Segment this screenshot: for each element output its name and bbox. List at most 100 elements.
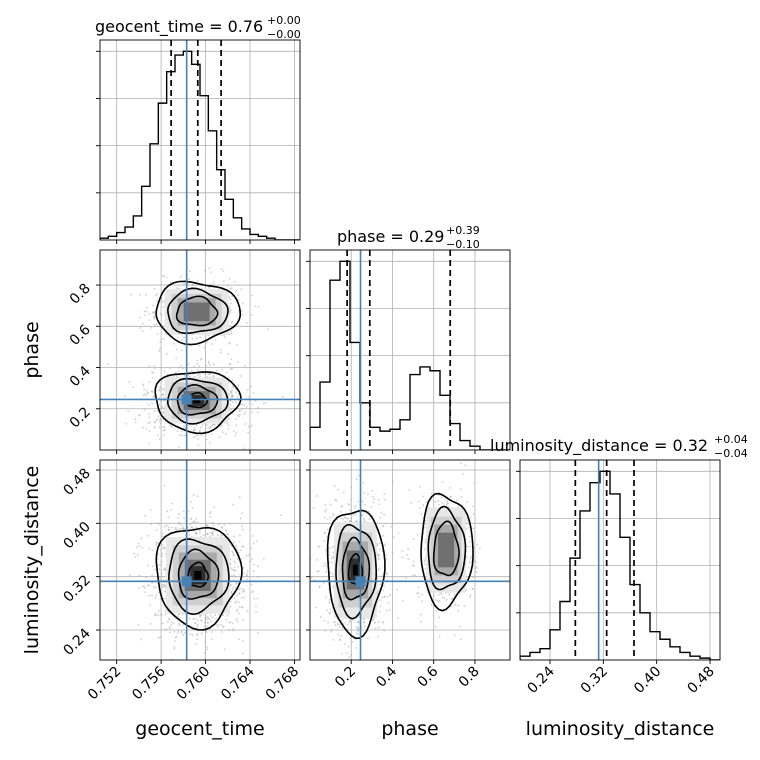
scatter-point bbox=[383, 584, 385, 587]
scatter-point bbox=[240, 288, 243, 291]
scatter-point bbox=[212, 375, 215, 378]
scatter-point bbox=[363, 621, 366, 624]
scatter-point bbox=[469, 557, 472, 560]
scatter-point bbox=[223, 334, 225, 337]
scatter-point bbox=[434, 626, 437, 628]
scatter-point bbox=[349, 508, 352, 511]
scatter-point bbox=[424, 541, 427, 544]
scatter-point bbox=[250, 547, 252, 550]
scatter-point bbox=[337, 622, 339, 625]
scatter-point bbox=[180, 365, 183, 367]
scatter-point bbox=[208, 442, 211, 445]
scatter-point bbox=[423, 560, 426, 563]
scatter-point bbox=[349, 498, 352, 501]
scatter-point bbox=[466, 501, 469, 504]
scatter-point bbox=[184, 434, 186, 437]
scatter-point bbox=[182, 426, 185, 429]
scatter-point bbox=[196, 619, 199, 622]
scatter-point bbox=[344, 643, 346, 646]
scatter-point bbox=[249, 385, 252, 388]
scatter-point bbox=[377, 568, 380, 571]
scatter-point bbox=[198, 529, 201, 532]
scatter-point bbox=[385, 663, 387, 665]
scatter-point bbox=[201, 423, 204, 426]
scatter-point bbox=[149, 603, 152, 606]
scatter-point bbox=[473, 546, 476, 549]
scatter-point bbox=[362, 518, 365, 520]
scatter-point bbox=[160, 549, 163, 552]
scatter-point bbox=[204, 658, 207, 660]
scatter-point bbox=[419, 485, 421, 488]
scatter-point bbox=[340, 517, 343, 520]
scatter-point bbox=[401, 549, 404, 552]
scatter-point bbox=[153, 287, 156, 290]
scatter-point bbox=[306, 569, 308, 571]
scatter-point bbox=[230, 330, 233, 332]
title-geocent-time-minus: −0.00 bbox=[267, 28, 301, 41]
scatter-point bbox=[464, 464, 467, 467]
scatter-point bbox=[355, 513, 357, 516]
scatter-point bbox=[243, 590, 245, 593]
ylabel-phase: phase bbox=[21, 321, 43, 378]
scatter-point bbox=[218, 613, 220, 616]
contour-level bbox=[341, 536, 371, 601]
scatter-point bbox=[232, 535, 235, 538]
scatter-point bbox=[238, 496, 241, 499]
scatter-point bbox=[152, 304, 154, 307]
scatter-point bbox=[159, 598, 162, 601]
scatter-point bbox=[161, 544, 164, 546]
scatter-point bbox=[220, 534, 223, 537]
scatter-point bbox=[410, 501, 413, 504]
y-tick-label-phase: 0.8 bbox=[67, 281, 94, 308]
scatter-point bbox=[445, 598, 448, 601]
scatter-point bbox=[385, 554, 388, 556]
scatter-point bbox=[206, 616, 209, 618]
scatter-point bbox=[231, 550, 234, 553]
scatter-point bbox=[194, 621, 196, 624]
scatter-point bbox=[151, 402, 154, 405]
scatter-point bbox=[183, 528, 186, 530]
scatter-point bbox=[332, 557, 334, 559]
scatter-point bbox=[177, 630, 180, 633]
scatter-point bbox=[167, 529, 170, 531]
scatter-point bbox=[416, 592, 419, 595]
scatter-point bbox=[340, 652, 343, 655]
scatter-point bbox=[213, 506, 216, 509]
scatter-point bbox=[142, 385, 145, 387]
scatter-point bbox=[198, 430, 201, 433]
scatter-point bbox=[242, 619, 245, 622]
scatter-point bbox=[430, 603, 433, 606]
scatter-point bbox=[342, 491, 345, 494]
scatter-point bbox=[178, 624, 181, 627]
scatter-point bbox=[350, 517, 353, 520]
scatter-point bbox=[209, 535, 211, 538]
scatter-point bbox=[376, 591, 379, 594]
scatter-point bbox=[199, 375, 202, 378]
scatter-point bbox=[322, 581, 325, 584]
scatter-point bbox=[140, 537, 143, 540]
scatter-point bbox=[193, 375, 196, 378]
scatter-point bbox=[343, 622, 345, 625]
scatter-point bbox=[212, 281, 215, 284]
scatter-point bbox=[233, 566, 236, 569]
scatter-point bbox=[335, 499, 338, 502]
scatter-point bbox=[412, 538, 415, 540]
scatter-point bbox=[252, 570, 255, 573]
scatter-point bbox=[236, 558, 239, 560]
scatter-point bbox=[148, 413, 151, 415]
scatter-point bbox=[235, 424, 238, 427]
scatter-point bbox=[234, 587, 237, 589]
scatter-point bbox=[319, 616, 322, 618]
scatter-point bbox=[229, 311, 232, 314]
scatter-point bbox=[207, 362, 210, 365]
scatter-point bbox=[210, 522, 213, 525]
scatter-point bbox=[160, 393, 163, 396]
scatter-point bbox=[243, 404, 246, 406]
scatter-point bbox=[408, 489, 411, 491]
histogram-step bbox=[520, 470, 720, 660]
scatter-point bbox=[328, 612, 331, 615]
scatter-point bbox=[214, 339, 217, 342]
scatter-point bbox=[371, 495, 374, 498]
scatter-point bbox=[206, 625, 209, 628]
panel-frame bbox=[309, 249, 511, 451]
